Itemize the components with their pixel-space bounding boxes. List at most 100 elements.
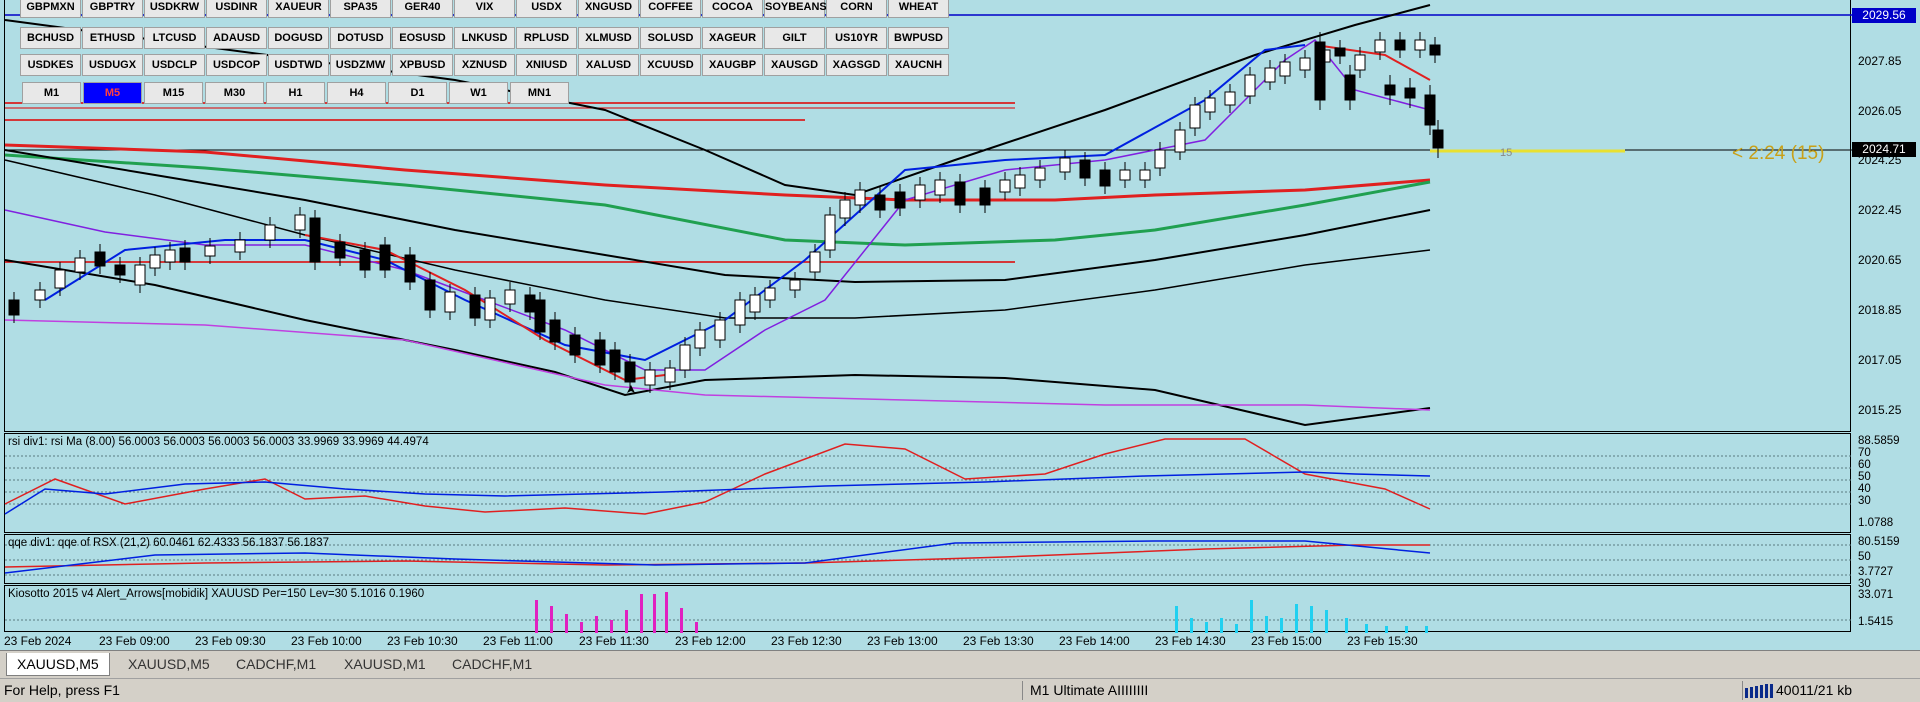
timeframe-button-m1[interactable]: M1	[22, 82, 81, 104]
candle-body	[114, 264, 126, 276]
timeframe-button-h4[interactable]: H4	[327, 82, 386, 104]
symbol-button-dogusd[interactable]: DOGUSD	[268, 27, 329, 49]
symbol-button-usdkrw[interactable]: USDKRW	[144, 0, 205, 18]
symbol-button-gilt[interactable]: GILT	[764, 27, 825, 49]
symbol-button-usdcop[interactable]: USDCOP	[206, 54, 267, 76]
rsi-indicator-pane[interactable]: rsi div1: rsi Ma (8.00) 56.0003 56.0003 …	[4, 433, 1852, 533]
timeframe-button-w1[interactable]: W1	[449, 82, 508, 104]
symbol-button-coffee[interactable]: COFFEE	[640, 0, 701, 18]
symbol-button-soybeans[interactable]: SOYBEANS	[764, 0, 827, 18]
symbol-button-xznusd[interactable]: XZNUSD	[454, 54, 515, 76]
symbol-button-usdtwd[interactable]: USDTWD	[268, 54, 329, 76]
rsi-scale-label: 60	[1858, 459, 1871, 471]
symbol-button-ltcusd[interactable]: LTCUSD	[144, 27, 205, 49]
symbol-button-spa35[interactable]: SPA35	[330, 0, 391, 18]
symbol-button-solusd[interactable]: SOLUSD	[640, 27, 701, 49]
symbol-button-usdugx[interactable]: USDUGX	[82, 54, 143, 76]
symbol-button-xcuusd[interactable]: XCUUSD	[640, 54, 701, 76]
timeframe-button-m15[interactable]: M15	[144, 82, 203, 104]
candle-body	[999, 179, 1011, 193]
qqe-indicator-pane[interactable]: qqe div1: qqe of RSX (21,2) 60.0461 62.4…	[4, 534, 1852, 584]
candle-body	[524, 294, 536, 313]
kiosotto-bar-magenta	[595, 616, 598, 633]
candle-body	[294, 214, 306, 231]
kiosotto-bar-cyan	[1190, 618, 1193, 633]
timeframe-button-d1[interactable]: D1	[388, 82, 447, 104]
symbol-button-xagsgd[interactable]: XAGSGD	[826, 54, 887, 76]
symbol-button-bchusd[interactable]: BCHUSD	[20, 27, 81, 49]
candle-body	[1314, 41, 1326, 101]
candle-body	[749, 294, 761, 313]
kiosotto-indicator-pane[interactable]: Kiosotto 2015 v4 Alert_Arrows[mobidik] X…	[4, 585, 1852, 633]
timeframe-button-m30[interactable]: M30	[205, 82, 264, 104]
qqe-scale-label: 1.0788	[1858, 517, 1894, 529]
symbol-button-xaueur[interactable]: XAUEUR	[268, 0, 329, 18]
symbol-button-usdzmw[interactable]: USDZMW	[330, 54, 391, 76]
symbol-button-xaugbp[interactable]: XAUGBP	[702, 54, 763, 76]
candle-body	[594, 339, 606, 366]
candle-body	[1119, 169, 1131, 181]
kiosotto-bar-cyan	[1265, 616, 1268, 633]
kiosotto-bar-magenta	[665, 592, 668, 633]
symbol-button-ger40[interactable]: GER40	[392, 0, 453, 18]
chart-tab[interactable]: XAUUSD,M5	[128, 656, 210, 672]
chart-tab[interactable]: XAUUSD,M5	[6, 653, 110, 676]
kiosotto-scale-label: 33.071	[1858, 589, 1894, 601]
symbol-button-bwpusd[interactable]: BWPUSD	[888, 27, 949, 49]
symbol-button-usdkes[interactable]: USDKES	[20, 54, 81, 76]
chart-tab[interactable]: CADCHF,M1	[236, 656, 317, 672]
timeframe-button-m5[interactable]: M5	[83, 82, 142, 104]
candle-body	[204, 245, 216, 257]
symbol-button-xngusd[interactable]: XNGUSD	[578, 0, 639, 18]
timeframe-button-h1[interactable]: H1	[266, 82, 325, 104]
qqe-canvas	[4, 540, 1852, 576]
kiosotto-bar-magenta	[610, 620, 613, 633]
candle-body	[1244, 74, 1256, 97]
kiosotto-bar-cyan	[1405, 626, 1408, 633]
chart-tab[interactable]: CADCHF,M1	[452, 656, 533, 672]
symbol-button-xausgd[interactable]: XAUSGD	[764, 54, 825, 76]
rsi-scale-label: 40	[1858, 483, 1871, 495]
symbol-button-xalusd[interactable]: XALUSD	[578, 54, 639, 76]
symbol-button-us10yr[interactable]: US10YR	[826, 27, 887, 49]
candle-body	[789, 279, 801, 291]
symbol-button-dotusd[interactable]: DOTUSD	[330, 27, 391, 49]
symbol-button-xageur[interactable]: XAGEUR	[702, 27, 763, 49]
symbol-button-eosusd[interactable]: EOSUSD	[392, 27, 453, 49]
symbol-button-usdx[interactable]: USDX	[516, 0, 577, 18]
chart-tab[interactable]: XAUUSD,M1	[344, 656, 426, 672]
symbol-button-xniusd[interactable]: XNIUSD	[516, 54, 577, 76]
chart-window[interactable]: 15 rsi div1: rsi Ma (8.00) 56.0003 56.00…	[0, 0, 1920, 650]
symbol-button-lnkusd[interactable]: LNKUSD	[454, 27, 515, 49]
symbol-button-usdclp[interactable]: USDCLP	[144, 54, 205, 76]
time-axis-label: 23 Feb 13:30	[963, 634, 1034, 648]
symbol-button-adausd[interactable]: ADAUSD	[206, 27, 267, 49]
buy-arrow-icon	[627, 385, 635, 393]
rsi-canvas	[4, 438, 1852, 515]
symbol-button-ethusd[interactable]: ETHUSD	[82, 27, 143, 49]
symbol-button-corn[interactable]: CORN	[826, 0, 887, 18]
band-black-bottom	[4, 259, 1431, 427]
symbol-button-wheat[interactable]: WHEAT	[888, 0, 949, 18]
symbol-button-cocoa[interactable]: COCOA	[702, 0, 763, 18]
rsi-scale-label: 70	[1858, 447, 1871, 459]
symbol-button-gbpmxn[interactable]: GBPMXN	[20, 0, 81, 18]
symbol-button-rplusd[interactable]: RPLUSD	[516, 27, 577, 49]
symbol-button-gbptry[interactable]: GBPTRY	[82, 0, 143, 18]
symbol-button-xlmusd[interactable]: XLMUSD	[578, 27, 639, 49]
symbol-button-xaucnh[interactable]: XAUCNH	[888, 54, 949, 76]
symbol-button-usdinr[interactable]: USDINR	[206, 0, 267, 18]
candle-body	[714, 319, 726, 341]
symbol-button-vix[interactable]: VIX	[454, 0, 515, 18]
candle-body	[809, 251, 821, 273]
price-scale[interactable]	[1852, 0, 1920, 650]
symbol-button-xpbusd[interactable]: XPBUSD	[392, 54, 453, 76]
candle-body	[1299, 57, 1311, 71]
candle-body	[824, 214, 836, 251]
kiosotto-bar-cyan	[1250, 600, 1253, 633]
candle-body	[569, 334, 581, 356]
candle-body	[1374, 39, 1386, 53]
status-separator	[1742, 681, 1743, 700]
timeframe-button-mn1[interactable]: MN1	[510, 82, 569, 104]
rsi-red-line	[4, 438, 1431, 515]
